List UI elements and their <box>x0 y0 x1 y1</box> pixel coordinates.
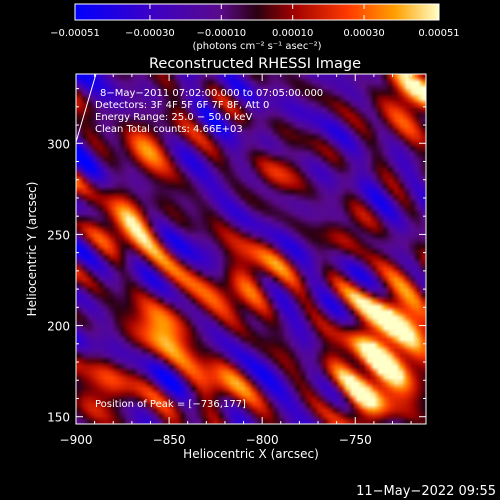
annotation-time-range: 8−May−2011 07:02:00.000 to 07:05:00.000 <box>100 88 323 99</box>
y-tick-label: 200 <box>47 320 70 334</box>
x-tick-label: −800 <box>246 433 279 447</box>
x-tick-label: −850 <box>153 433 186 447</box>
colorbar-frame <box>74 3 440 21</box>
solar-limb-line <box>75 73 97 143</box>
colorbar-unit-label: (photons cm⁻² s⁻¹ asec⁻²) <box>192 41 321 52</box>
colorbar-gradient <box>75 4 439 20</box>
y-axis-ticks: 150 200 250 300 <box>47 88 426 425</box>
annotations: 8−May−2011 07:02:00.000 to 07:05:00.000 … <box>95 88 323 410</box>
heatmap-raster <box>76 74 426 424</box>
colorbar: −0.00051 −0.00030 −0.00010 0.00010 0.00030 0.… <box>50 3 460 52</box>
chart-title: Reconstructed RHESSI Image <box>149 56 361 72</box>
annotation-peak-position: Position of Peak = [−736,177] <box>95 399 246 410</box>
x-tick-label: −900 <box>60 433 93 447</box>
annotation-detectors: Detectors: 3F 4F 5F 6F 7F 8F, Att 0 <box>95 100 269 111</box>
colorbar-tick-label: 0.00051 <box>418 28 459 39</box>
y-axis-label: Heliocentric Y (arcsec) <box>25 182 39 317</box>
annotation-energy-range: Energy Range: 25.0 − 50.0 keV <box>95 112 252 123</box>
y-tick-label: 150 <box>47 411 70 425</box>
y-tick-label: 300 <box>47 137 70 151</box>
heatmap-image <box>76 74 426 424</box>
x-tick-label: −750 <box>339 433 372 447</box>
annotation-clean-counts: Clean Total counts: 4.66E+03 <box>95 124 243 135</box>
plot-frame <box>75 73 427 425</box>
colorbar-tick-label: −0.00010 <box>196 28 246 39</box>
colorbar-tick-label: 0.00010 <box>272 28 313 39</box>
colorbar-tick-label: −0.00051 <box>50 28 100 39</box>
x-axis-ticks: −900 −850 −800 −750 <box>60 74 412 447</box>
colorbar-tick-label: 0.00030 <box>343 28 384 39</box>
x-axis-label: Heliocentric X (arcsec) <box>183 447 319 461</box>
footer-date: 11−May−2022 09:55 <box>356 484 496 499</box>
y-tick-label: 250 <box>47 228 70 242</box>
colorbar-ticks: −0.00051 −0.00030 −0.00010 0.00010 0.00030 0.… <box>50 4 460 39</box>
colorbar-tick-label: −0.00030 <box>125 28 175 39</box>
